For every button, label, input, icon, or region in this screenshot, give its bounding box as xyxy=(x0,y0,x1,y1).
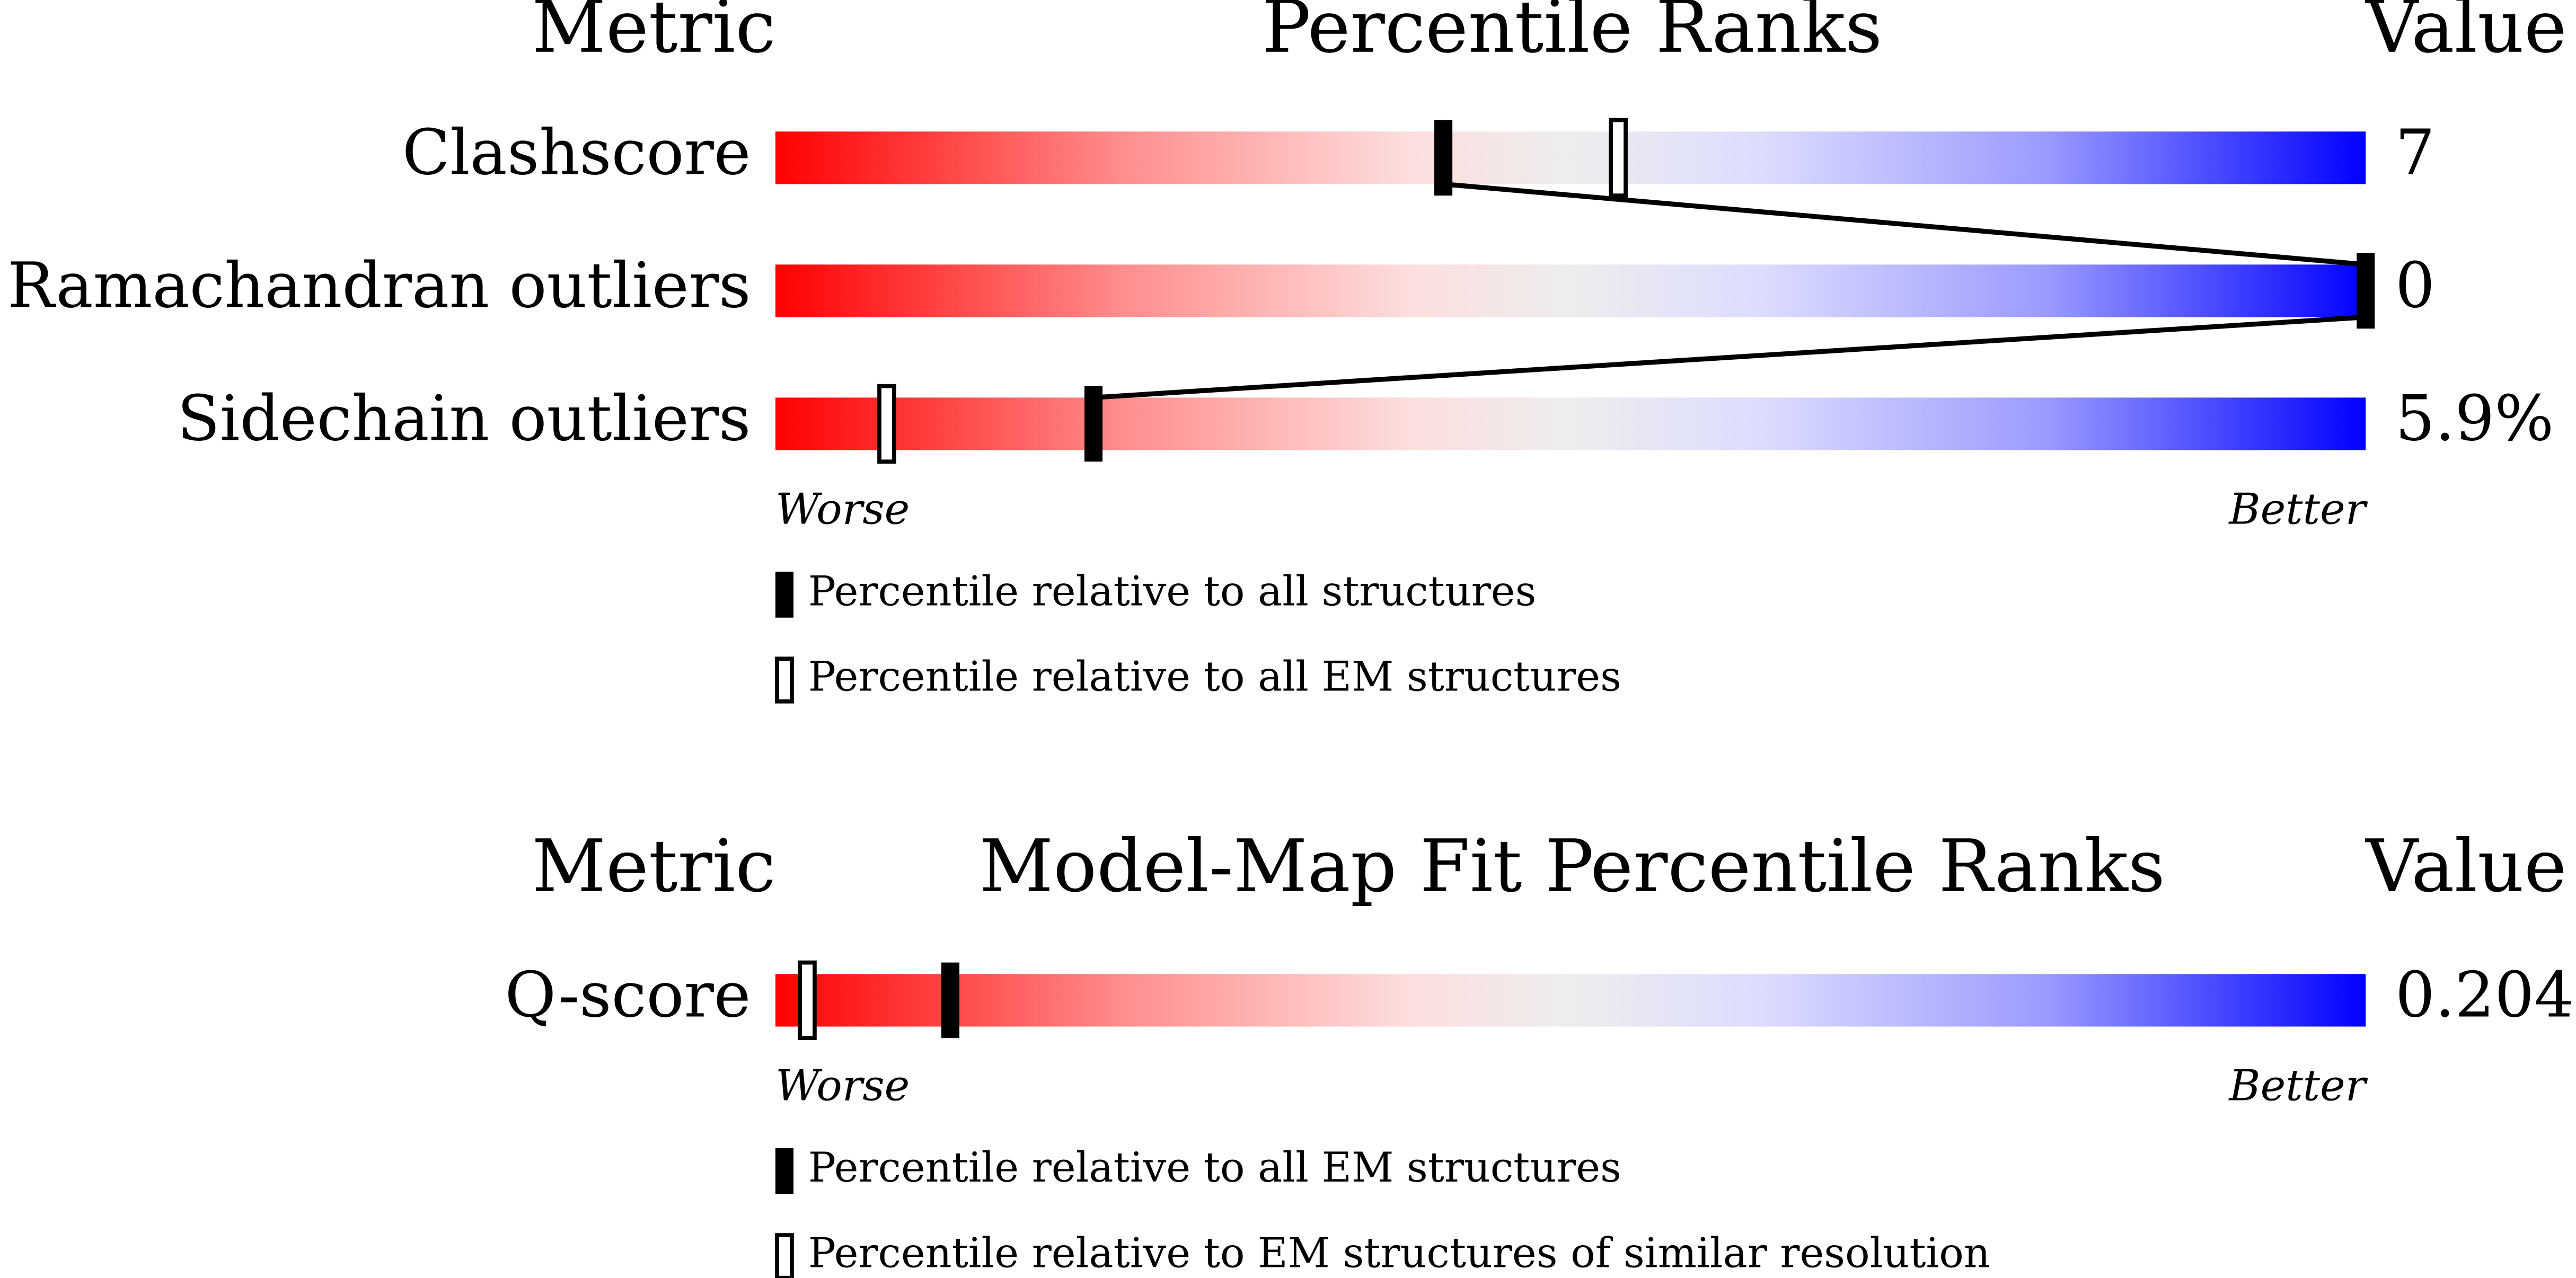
legend-open-marker xyxy=(775,656,794,704)
metric-label: Sidechain outliers xyxy=(177,383,751,455)
legend-label: Percentile relative to all EM structures xyxy=(808,1144,1621,1192)
legend-label: Percentile relative to EM structures of … xyxy=(808,1229,1990,1277)
header-ranks: Model-Map Fit Percentile Ranks xyxy=(980,824,2165,909)
primary-marker xyxy=(941,962,960,1039)
connector xyxy=(1443,181,2366,267)
legend-label: Percentile relative to all EM structures xyxy=(808,653,1621,700)
slider-bar xyxy=(775,397,2366,450)
legend-open-marker xyxy=(775,1233,794,1278)
better-label: Better xyxy=(2228,1061,2368,1111)
slider-bar xyxy=(775,131,2366,184)
header-value: Value xyxy=(2365,0,2566,69)
worse-label: Worse xyxy=(775,484,910,534)
connector xyxy=(1093,314,2366,401)
metric-value: 0 xyxy=(2395,249,2435,322)
worse-label: Worse xyxy=(775,1061,910,1111)
metric-label: Clashscore xyxy=(402,116,751,189)
metric-value: 5.9% xyxy=(2395,383,2554,455)
secondary-marker xyxy=(1609,118,1628,198)
slider-bar xyxy=(775,264,2366,317)
metric-label: Ramachandran outliers xyxy=(7,249,751,322)
header-metric: Metric xyxy=(532,824,775,909)
slider-bar xyxy=(775,974,2366,1027)
secondary-marker xyxy=(798,960,817,1041)
legend-label: Percentile relative to all structures xyxy=(808,567,1536,615)
better-label: Better xyxy=(2228,484,2368,534)
secondary-marker xyxy=(877,384,896,464)
legend-filled-marker xyxy=(775,1148,794,1194)
legend-filled-marker xyxy=(775,571,794,618)
metric-value: 0.204 xyxy=(2395,958,2574,1031)
metric-label: Q-score xyxy=(505,958,751,1031)
header-ranks: Percentile Ranks xyxy=(1262,0,1882,69)
header-metric: Metric xyxy=(532,0,775,69)
metric-value: 7 xyxy=(2395,116,2435,189)
header-value: Value xyxy=(2365,824,2566,909)
